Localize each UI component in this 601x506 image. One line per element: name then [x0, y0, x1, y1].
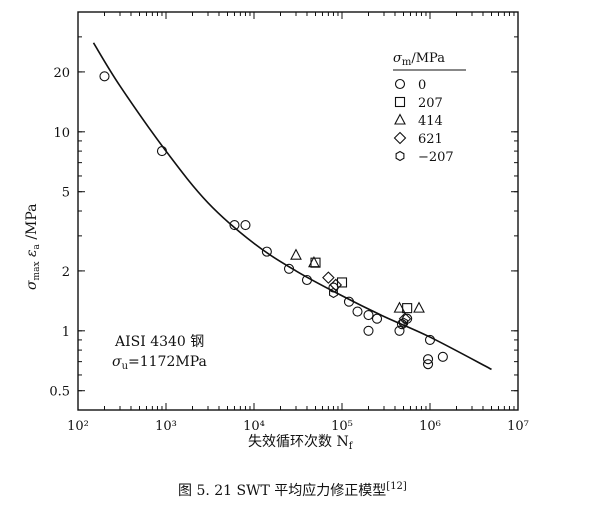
data-point-triangle — [290, 248, 302, 260]
legend-marker-triangle — [394, 113, 406, 125]
x-tick-label: 10³ — [155, 419, 177, 434]
data-point-circle — [156, 146, 168, 157]
y-tick-label: 10 — [53, 126, 70, 141]
data-point-hexagon — [329, 287, 338, 299]
y-tick-label: 2 — [62, 265, 70, 280]
legend-marker-hexagon — [395, 150, 405, 162]
data-point-circle — [396, 319, 407, 330]
data-point-circle — [261, 246, 272, 257]
x-tick-label: 10⁵ — [331, 419, 353, 434]
data-point-circle — [363, 325, 374, 336]
x-axis-label: 失效循环次数 Nf — [248, 434, 354, 452]
y-tick-label: 1 — [62, 325, 70, 340]
data-point-square — [336, 277, 348, 288]
x-tick-label: 10⁷ — [507, 419, 529, 434]
legend-label: 621 — [418, 132, 443, 147]
data-point-circle — [240, 219, 251, 231]
axis-ticks: 10² 10³ 10⁴ 10⁵ 10⁶ 10⁷ 0.5 1 2 5 10 20 — [49, 11, 529, 434]
data-point-circle — [394, 325, 405, 336]
data-point-circle — [343, 296, 355, 307]
legend: σm/MPa 0 207 414 621 −207 — [393, 51, 466, 165]
data-point-hexagon — [399, 317, 408, 328]
data-point-circle — [99, 71, 110, 82]
y-tick-label: 0.5 — [49, 385, 70, 400]
legend-title: σm/MPa — [393, 51, 445, 68]
ultimate-strength-label: σu=1172MPa — [112, 354, 207, 372]
legend-label: 0 — [418, 78, 426, 93]
data-point-circle — [437, 351, 448, 362]
data-point-circle — [363, 310, 374, 321]
data-point-circle — [371, 313, 383, 324]
x-tick-label: 10⁴ — [243, 419, 265, 434]
material-label: AISI 4340 钢 — [114, 334, 204, 350]
y-axis-label: σmax εa /MPa — [24, 203, 42, 290]
legend-label: −207 — [418, 150, 454, 165]
legend-label: 414 — [418, 114, 443, 129]
data-markers — [99, 71, 448, 370]
data-point-circle — [229, 219, 240, 231]
legend-items: 0 207 414 621 −207 — [393, 78, 454, 165]
data-point-circle — [352, 306, 363, 317]
x-tick-label: 10² — [67, 419, 89, 434]
plot-frame — [77, 11, 519, 411]
y-tick-label: 5 — [62, 186, 70, 201]
figure-caption: 图 5. 21 SWT 平均应力修正模型[12] — [178, 481, 407, 499]
data-point-diamond — [329, 278, 343, 292]
legend-label: 207 — [418, 96, 443, 111]
data-point-triangle — [393, 301, 406, 313]
fit-curve — [92, 42, 492, 371]
legend-marker-square — [394, 96, 406, 108]
y-tick-label: 20 — [53, 66, 70, 81]
legend-marker-circle — [394, 78, 406, 90]
legend-marker-diamond — [393, 131, 407, 145]
data-point-triangle — [308, 255, 320, 268]
x-tick-label: 10⁶ — [419, 419, 441, 434]
data-point-diamond — [398, 312, 412, 326]
data-point-circle — [424, 334, 436, 345]
data-point-diamond — [322, 271, 335, 284]
data-point-circle — [422, 354, 434, 365]
data-point-circle — [283, 263, 295, 274]
data-point-triangle — [413, 301, 425, 313]
data-point-circle — [301, 274, 313, 286]
data-point-circle — [422, 359, 434, 370]
